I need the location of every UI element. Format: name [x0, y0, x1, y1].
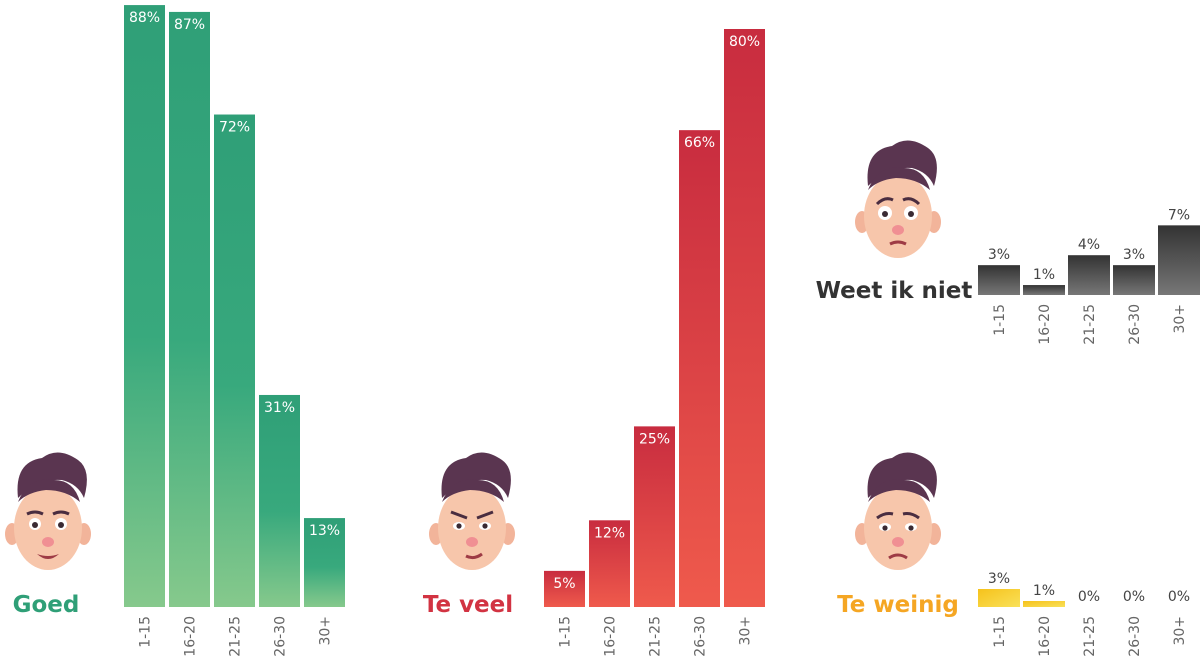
- weet-ik-niet-value-label-1-15: 3%: [988, 247, 1010, 263]
- goed-value-label-26-30: 31%: [264, 400, 295, 416]
- weet-ik-niet-value-label-26-30: 3%: [1123, 247, 1145, 263]
- te-weinig-value-label-30+: 0%: [1168, 589, 1190, 605]
- weet-ik-niet-bar-26-30: [1113, 265, 1155, 295]
- goed-category-label-16-20: 16-20: [183, 616, 199, 657]
- te-veel-value-label-21-25: 25%: [639, 431, 670, 447]
- weet-ik-niet-category-label-21-25: 21-25: [1082, 304, 1098, 345]
- weet-ik-niet-bar-21-25: [1068, 255, 1110, 295]
- bars-layer: 88% 1-15 87% 16-20 72% 21-25 31% 26-30 13% 30+ 5% 1…: [124, 5, 1200, 657]
- te-weinig-category-label-16-20: 16-20: [1037, 616, 1053, 657]
- te-weinig-bar-1-15: [978, 589, 1020, 607]
- goed-title: Goed: [13, 592, 80, 618]
- weet-ik-niet-bar-16-20: [1023, 285, 1065, 295]
- te-veel-category-label-30+: 30+: [738, 616, 754, 646]
- weet-ik-niet-bar-1-15: [978, 265, 1020, 295]
- te-weinig-value-label-1-15: 3%: [988, 571, 1010, 587]
- goed-category-label-21-25: 21-25: [228, 616, 244, 657]
- goed-chart: 88% 1-15 87% 16-20 72% 21-25 31% 26-30 13% 30+: [124, 5, 345, 657]
- goed-value-label-16-20: 87%: [174, 17, 205, 33]
- te-veel-value-label-16-20: 12%: [594, 525, 625, 541]
- te-veel-bar-1-15: [544, 570, 585, 607]
- te-veel-category-label-16-20: 16-20: [603, 616, 619, 657]
- te-weinig-bar-16-20: [1023, 601, 1065, 607]
- te-weinig-value-label-21-25: 0%: [1078, 589, 1100, 605]
- weet-ik-niet-category-label-16-20: 16-20: [1037, 304, 1053, 345]
- goed-bar-26-30: [259, 394, 300, 607]
- weet-ik-niet-category-label-1-15: 1-15: [992, 304, 1008, 336]
- te-weinig-category-label-26-30: 26-30: [1127, 616, 1143, 657]
- weet-ik-niet-title: Weet ik niet: [816, 278, 973, 304]
- weet-ik-niet-category-label-26-30: 26-30: [1127, 304, 1143, 345]
- te-veel-value-label-1-15: 5%: [553, 576, 575, 592]
- te-weinig-category-label-30+: 30+: [1172, 616, 1188, 646]
- te-veel-bar-30+: [724, 29, 765, 607]
- weet-ik-niet-chart: 3% 1-15 1% 16-20 4% 21-25 3% 26-30 7% 30+: [978, 207, 1200, 345]
- goed-bar-16-20: [169, 11, 210, 608]
- sad-face-icon: [855, 452, 941, 570]
- te-weinig-value-label-26-30: 0%: [1123, 589, 1145, 605]
- weet-ik-niet-value-label-21-25: 4%: [1078, 237, 1100, 253]
- te-weinig-category-label-1-15: 1-15: [992, 616, 1008, 648]
- te-veel-category-label-1-15: 1-15: [558, 616, 574, 648]
- weet-ik-niet-value-label-30+: 7%: [1168, 207, 1190, 223]
- weet-ik-niet-bar-30+: [1158, 225, 1200, 295]
- te-veel-bar-26-30: [679, 130, 720, 607]
- te-veel-category-label-26-30: 26-30: [693, 616, 709, 657]
- goed-category-label-30+: 30+: [318, 616, 334, 646]
- te-veel-bar-16-20: [589, 520, 630, 607]
- te-veel-title: Te veel: [423, 592, 513, 618]
- goed-bar-21-25: [214, 114, 255, 608]
- te-veel-value-label-26-30: 66%: [684, 135, 715, 151]
- te-veel-chart: 5% 1-15 12% 16-20 25% 21-25 66% 26-30 80% 30+: [544, 29, 765, 657]
- te-weinig-chart: 3% 1-15 1% 16-20 0% 21-25 0% 26-30 0% 30+: [978, 571, 1190, 657]
- goed-bar-30+: [304, 518, 345, 607]
- annoyed-face-icon: [429, 452, 515, 570]
- weet-ik-niet-value-label-16-20: 1%: [1033, 267, 1055, 283]
- te-weinig-category-label-21-25: 21-25: [1082, 616, 1098, 657]
- weet-ik-niet-category-label-30+: 30+: [1172, 304, 1188, 334]
- goed-category-label-26-30: 26-30: [273, 616, 289, 657]
- te-veel-bar-21-25: [634, 426, 675, 607]
- worried-face-icon: [855, 140, 941, 258]
- goed-value-label-30+: 13%: [309, 523, 340, 539]
- te-veel-category-label-21-25: 21-25: [648, 616, 664, 657]
- te-weinig-title: Te weinig: [837, 592, 959, 618]
- smiling-face-icon: [5, 452, 91, 570]
- te-veel-value-label-30+: 80%: [729, 34, 760, 50]
- goed-value-label-21-25: 72%: [219, 120, 250, 136]
- goed-value-label-1-15: 88%: [129, 10, 160, 26]
- goed-category-label-1-15: 1-15: [138, 616, 154, 648]
- goed-bar-1-15: [124, 5, 165, 607]
- te-weinig-value-label-16-20: 1%: [1033, 583, 1055, 599]
